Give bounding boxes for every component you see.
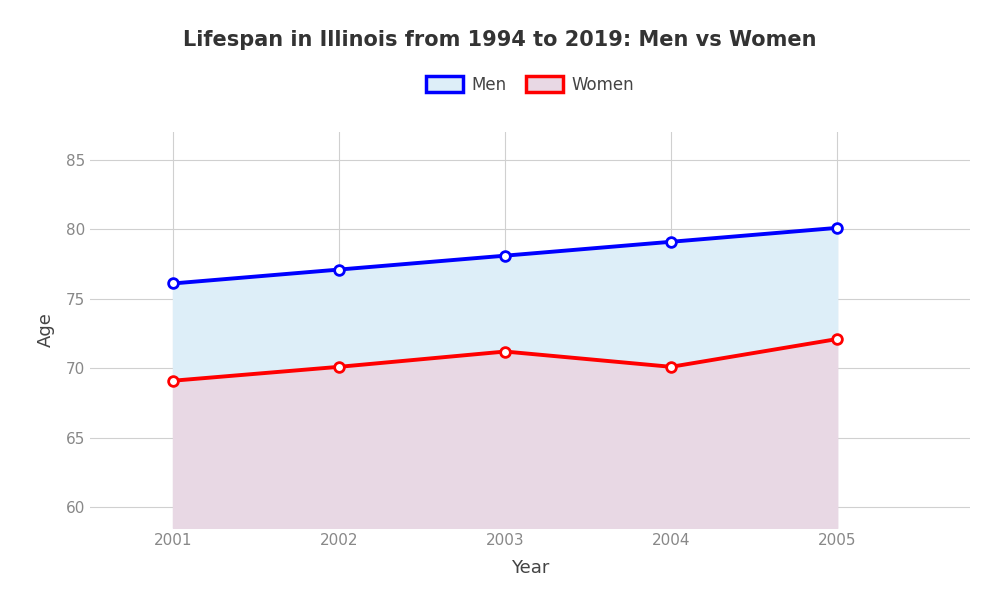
X-axis label: Year: Year (511, 559, 549, 577)
Text: Lifespan in Illinois from 1994 to 2019: Men vs Women: Lifespan in Illinois from 1994 to 2019: … (183, 30, 817, 50)
Legend: Men, Women: Men, Women (419, 69, 641, 100)
Y-axis label: Age: Age (37, 313, 55, 347)
